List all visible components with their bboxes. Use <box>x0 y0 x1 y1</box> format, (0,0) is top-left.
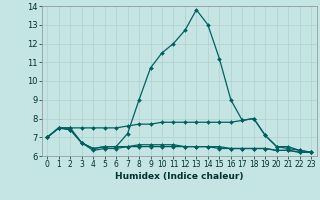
X-axis label: Humidex (Indice chaleur): Humidex (Indice chaleur) <box>115 172 244 181</box>
